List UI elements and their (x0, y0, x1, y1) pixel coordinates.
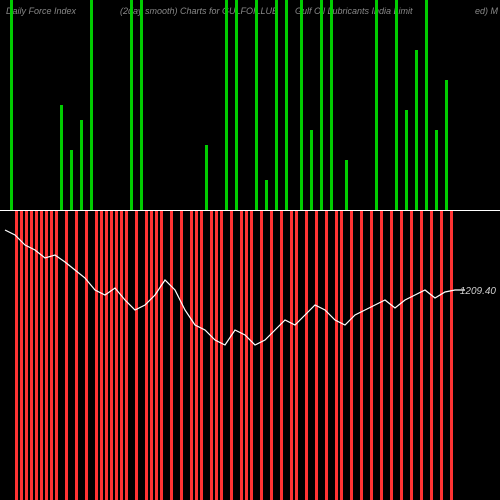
green-bar (405, 110, 408, 210)
red-bar (125, 210, 128, 500)
green-bar (310, 130, 313, 210)
red-bar (220, 210, 223, 500)
red-bar (210, 210, 213, 500)
header-left: Daily Force Index (6, 6, 76, 16)
green-bar (275, 0, 278, 210)
red-bar (110, 210, 113, 500)
red-bar (55, 210, 58, 500)
red-bar (85, 210, 88, 500)
red-bar (155, 210, 158, 500)
price-polyline (5, 230, 465, 345)
green-bar (90, 0, 93, 210)
red-bar (40, 210, 43, 500)
red-bar (240, 210, 243, 500)
red-bar (305, 210, 308, 500)
red-bar (260, 210, 263, 500)
price-label: 1209.40 (460, 286, 496, 297)
green-bar (225, 0, 228, 210)
green-bar (255, 0, 258, 210)
red-bar (400, 210, 403, 500)
red-bar (15, 210, 18, 500)
red-bar (95, 210, 98, 500)
green-bar (140, 0, 143, 210)
red-bar (145, 210, 148, 500)
red-bar (20, 210, 23, 500)
green-bar (300, 0, 303, 210)
green-bar (415, 50, 418, 210)
green-bar (235, 0, 238, 210)
green-bar (320, 0, 323, 210)
red-bar (180, 210, 183, 500)
red-bar (200, 210, 203, 500)
green-bar (60, 105, 63, 210)
red-bar (390, 210, 393, 500)
green-bar (345, 160, 348, 210)
red-bar (315, 210, 318, 500)
green-bar (205, 145, 208, 210)
red-bar (295, 210, 298, 500)
red-bar (170, 210, 173, 500)
red-bar (340, 210, 343, 500)
green-bar (10, 0, 13, 210)
red-bar (100, 210, 103, 500)
red-bar (215, 210, 218, 500)
red-bar (325, 210, 328, 500)
red-bar (230, 210, 233, 500)
red-bar (250, 210, 253, 500)
header-right: ed) M (475, 6, 498, 16)
red-bar (120, 210, 123, 500)
red-bar (160, 210, 163, 500)
red-bar (280, 210, 283, 500)
green-bar (70, 150, 73, 210)
red-bar (420, 210, 423, 500)
red-bar (45, 210, 48, 500)
red-bar (430, 210, 433, 500)
red-bar (105, 210, 108, 500)
green-bar (395, 0, 398, 210)
red-bar (115, 210, 118, 500)
red-bar (75, 210, 78, 500)
red-bar (50, 210, 53, 500)
red-bar (195, 210, 198, 500)
red-bar (350, 210, 353, 500)
force-index-chart: Daily Force Index (2day smooth) Charts f… (0, 0, 500, 500)
green-bar (435, 130, 438, 210)
green-bar (425, 0, 428, 210)
red-bar (370, 210, 373, 500)
red-bar (245, 210, 248, 500)
baseline (0, 210, 500, 211)
red-bar (65, 210, 68, 500)
red-bar (440, 210, 443, 500)
red-bar (290, 210, 293, 500)
red-bar (380, 210, 383, 500)
red-bar (335, 210, 338, 500)
red-bar (360, 210, 363, 500)
green-bar (265, 180, 268, 210)
green-bar (445, 80, 448, 210)
red-bar (450, 210, 453, 500)
red-bar (410, 210, 413, 500)
green-bar (130, 0, 133, 210)
red-bar (190, 210, 193, 500)
green-bar (330, 0, 333, 210)
red-bar (25, 210, 28, 500)
green-bar (285, 0, 288, 210)
red-bar (35, 210, 38, 500)
green-bar (375, 0, 378, 210)
red-bar (150, 210, 153, 500)
red-bar (270, 210, 273, 500)
red-bar (135, 210, 138, 500)
red-bar (30, 210, 33, 500)
green-bar (80, 120, 83, 210)
